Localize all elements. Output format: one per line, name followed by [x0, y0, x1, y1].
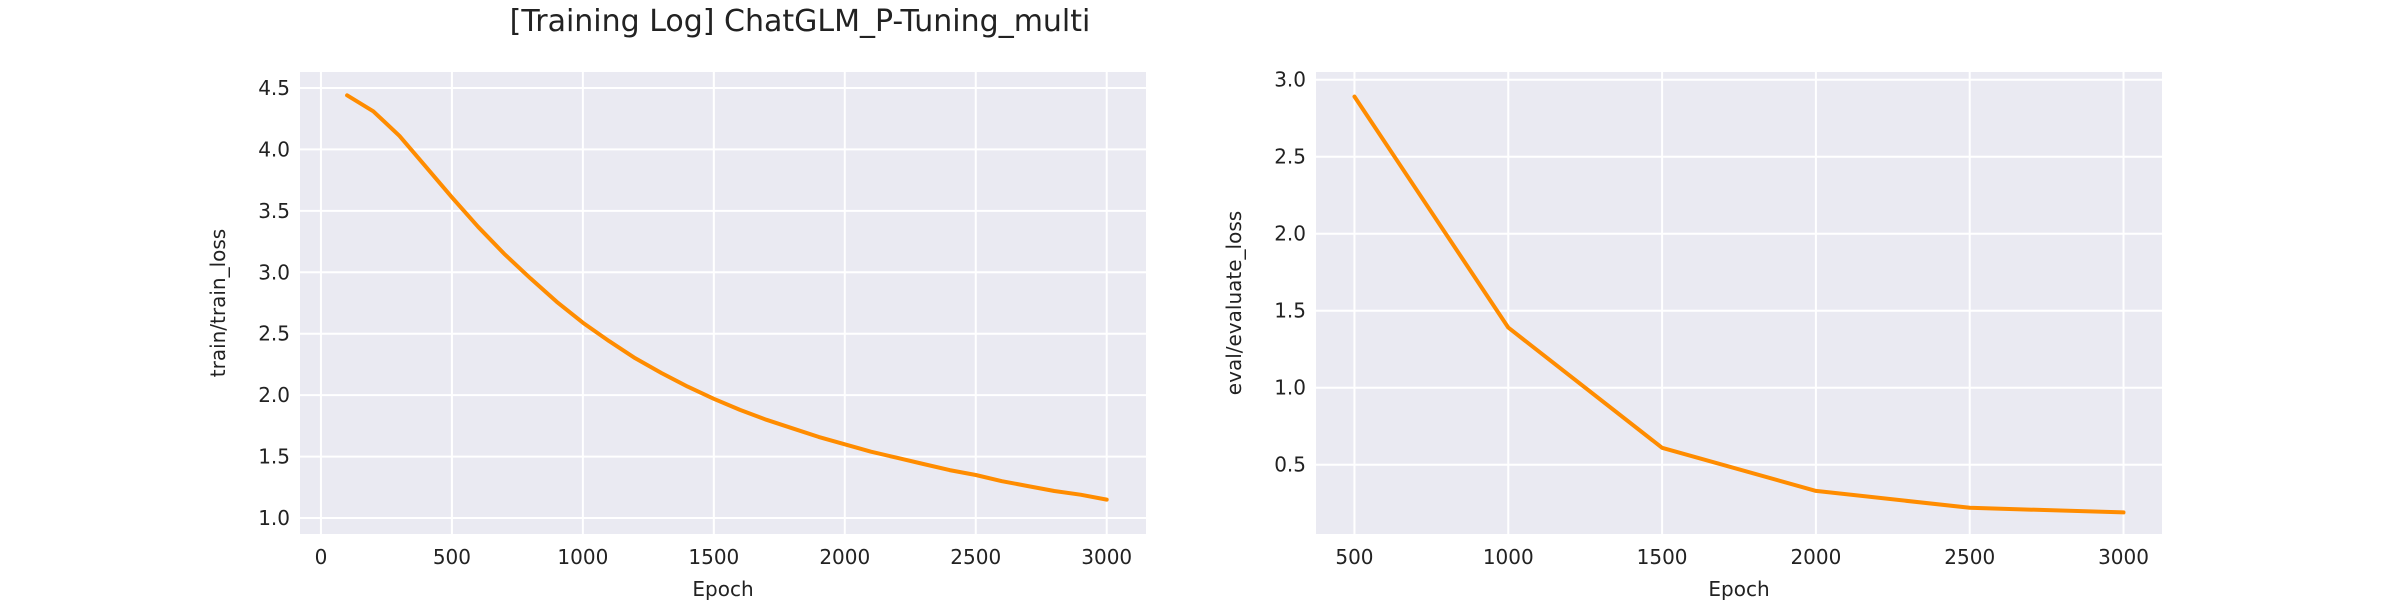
x-tick-label: 1500 [1637, 545, 1688, 569]
data-point [712, 397, 716, 401]
y-tick-label: 0.5 [1274, 453, 1306, 477]
y-axis-label: eval/evaluate_loss [1222, 211, 1246, 395]
data-point [659, 371, 663, 375]
x-tick-label: 1500 [688, 545, 739, 569]
x-tick-label: 500 [433, 545, 471, 569]
y-tick-label: 1.0 [258, 506, 290, 530]
left-chart-panel: 0 500 1000 1500 2000 2500 3000 1.0 1.5 2.0 2.5 3.0 3… [206, 72, 1146, 600]
data-point [869, 450, 873, 454]
y-tick-label: 4.5 [258, 76, 290, 100]
y-tick-label: 2.0 [258, 383, 290, 407]
data-point [424, 165, 428, 169]
data-point [555, 300, 559, 304]
y-tick-label: 1.5 [258, 445, 290, 469]
series-line [345, 93, 1109, 502]
x-tick-label: 2500 [950, 545, 1001, 569]
x-axis-label: Epoch [1708, 577, 1769, 600]
data-point [895, 456, 899, 460]
data-point [1000, 479, 1004, 483]
y-tick-label: 2.5 [258, 322, 290, 346]
data-point [345, 93, 349, 97]
x-axis-label: Epoch [692, 577, 753, 600]
x-tick-label: 0 [315, 545, 328, 569]
data-point [921, 462, 925, 466]
data-point [476, 225, 480, 229]
data-point [948, 468, 952, 472]
data-point [686, 385, 690, 389]
data-point [398, 134, 402, 138]
data-point [1968, 506, 1972, 510]
data-point [528, 276, 532, 280]
y-tick-label: 1.5 [1274, 299, 1306, 323]
data-point [790, 426, 794, 430]
data-point [2122, 510, 2126, 514]
data-point [974, 473, 978, 477]
plot-background [300, 72, 1146, 534]
data-point [843, 442, 847, 446]
x-tick-label: 1000 [1483, 545, 1534, 569]
data-point [581, 321, 585, 325]
data-point [1352, 95, 1356, 99]
data-point [1052, 489, 1056, 493]
y-tick-label: 1.0 [1274, 376, 1306, 400]
plot-background [1316, 72, 2162, 534]
series-line [1352, 94, 2126, 515]
y-tick-label: 3.5 [258, 199, 290, 223]
y-axis-label: train/train_loss [206, 229, 230, 377]
right-chart-panel: 500 1000 1500 2000 2500 3000 0.5 1.0 1.5 2.0 2.5 3.… [1222, 68, 2162, 600]
x-tick-label: 2000 [819, 545, 870, 569]
data-point [371, 109, 375, 113]
x-tick-label: 2000 [1790, 545, 1841, 569]
figure-title: [Training Log] ChatGLM_P-Tuning_multi [509, 4, 1091, 39]
data-point [1660, 446, 1664, 450]
data-point [502, 252, 506, 256]
x-tick-label: 2500 [1944, 545, 1995, 569]
data-point [1105, 498, 1109, 502]
data-point [1814, 489, 1818, 493]
data-point [607, 339, 611, 343]
data-point [764, 418, 768, 422]
x-tick-label: 1000 [557, 545, 608, 569]
y-tick-label: 2.0 [1274, 222, 1306, 246]
y-tick-label: 4.0 [258, 137, 290, 161]
data-point [1079, 493, 1083, 497]
x-tick-label: 3000 [1081, 545, 1132, 569]
data-point [817, 435, 821, 439]
data-point [633, 356, 637, 360]
data-point [450, 195, 454, 199]
x-tick-label: 3000 [2098, 545, 2149, 569]
data-point [738, 408, 742, 412]
y-tick-label: 3.0 [1274, 68, 1306, 92]
y-tick-label: 2.5 [1274, 145, 1306, 169]
x-tick-label: 500 [1335, 545, 1373, 569]
data-point [1026, 484, 1030, 488]
data-point [1506, 326, 1510, 330]
y-tick-label: 3.0 [258, 260, 290, 284]
